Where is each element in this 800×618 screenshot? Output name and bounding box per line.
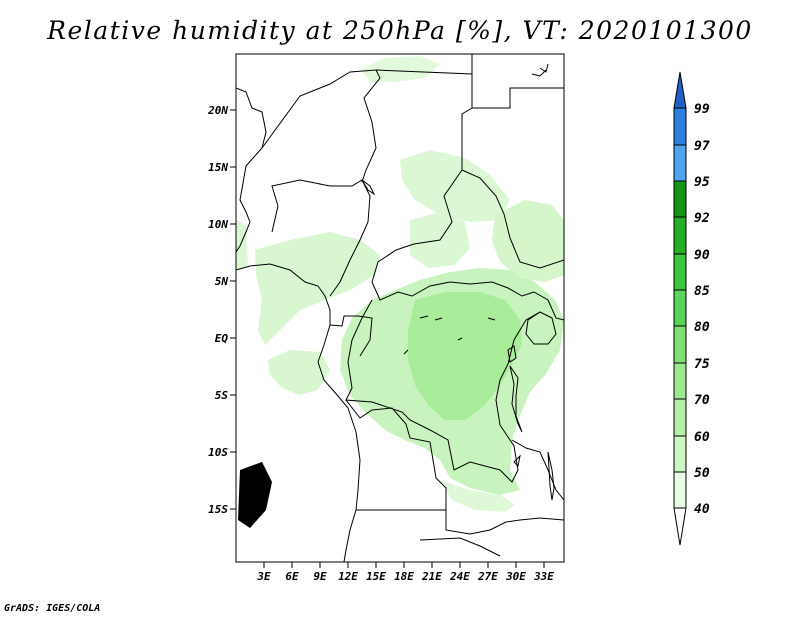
lat-label: 10S — [208, 446, 228, 459]
lat-label: EQ — [215, 332, 229, 345]
border-niger-chad — [261, 69, 381, 183]
lake-kivu — [507, 345, 517, 363]
humidity-region-sahara — [360, 56, 440, 82]
colorbar-labels: 40 50 60 70 75 80 85 90 92 95 97 99 — [694, 102, 710, 517]
border-tanzania-zambia — [511, 439, 564, 501]
colorbar-max-triangle — [673, 71, 687, 109]
lat-label: 5S — [215, 389, 229, 402]
colorbar-label: 40 — [694, 502, 710, 517]
humidity-region-west — [255, 232, 380, 345]
coastline-west-africa — [236, 87, 267, 253]
colorbar-label: 50 — [694, 466, 710, 481]
congo-river-marks — [403, 315, 496, 355]
lat-label: 15N — [208, 161, 228, 174]
humidity-region-northeast — [492, 200, 564, 282]
colorbar-segment — [673, 435, 687, 473]
humidity-region-westedge — [236, 220, 248, 270]
lon-label: 30E — [505, 570, 526, 583]
lon-label: 24E — [449, 570, 470, 583]
colorbar-segment — [673, 289, 687, 327]
border-angola — [345, 399, 564, 535]
lat-label: 20N — [207, 104, 228, 117]
grads-credit: GrADS: IGES/COLA — [4, 603, 101, 614]
colorbar-segment — [673, 107, 687, 146]
colorbar-segment — [673, 325, 687, 364]
lon-label: 15E — [366, 570, 386, 583]
colorbar-label: 99 — [694, 102, 710, 117]
political-borders — [236, 54, 564, 562]
lake-tanganyika — [509, 365, 523, 433]
lat-label: 15S — [208, 503, 228, 516]
colorbar-label: 90 — [694, 248, 710, 263]
lake-chad — [361, 179, 376, 196]
coastline-gulf-of-guinea — [236, 263, 361, 562]
border-car — [371, 281, 535, 301]
colorbar-label: 80 — [694, 320, 710, 335]
lon-label: 27E — [477, 570, 498, 583]
humidity-region-south — [440, 480, 515, 512]
border-east — [533, 291, 564, 321]
border-gabon-congo — [329, 315, 373, 357]
colorbar-label: 97 — [694, 139, 710, 154]
lat-label: 5N — [215, 275, 229, 288]
colorbar-min-triangle — [673, 507, 687, 546]
lon-label: 21E — [421, 570, 442, 583]
colorbar-segment — [673, 180, 687, 218]
lon-label: 18E — [394, 570, 414, 583]
humidity-region-southwest — [238, 462, 272, 528]
border-libya-egypt — [471, 54, 564, 109]
lon-label: 3E — [256, 570, 271, 583]
latitude-axis: 20N 15N 10N 5N EQ 5S 10S 15S — [207, 104, 236, 516]
colorbar-segment — [673, 216, 687, 255]
border-namibia — [356, 509, 501, 557]
lon-label: 12E — [338, 570, 358, 583]
colorbar-label: 95 — [694, 175, 710, 190]
colorbar-segment — [673, 253, 687, 291]
colorbar-segment — [673, 471, 687, 509]
colorbar-label: 92 — [694, 211, 710, 226]
colorbar-segment — [673, 398, 687, 437]
border-drc — [345, 299, 541, 483]
humidity-region-coast — [268, 350, 330, 395]
colorbar-label: 85 — [694, 284, 710, 299]
lake-malawi — [547, 451, 555, 501]
border-sudan-south — [461, 169, 564, 269]
map-frame — [235, 53, 565, 563]
lon-label: 9E — [313, 570, 327, 583]
lat-label: 10N — [208, 218, 228, 231]
colorbar-label: 60 — [694, 430, 710, 445]
colorbar-segment — [673, 144, 687, 182]
colorbar-label: 70 — [694, 393, 710, 408]
chart-title: Relative humidity at 250hPa [%], VT: 202… — [47, 16, 753, 45]
lon-label: 33E — [533, 570, 554, 583]
red-sea-coast — [531, 63, 549, 77]
lake-victoria — [525, 311, 557, 345]
lon-label: 6E — [285, 570, 299, 583]
longitude-axis: 3E 6E 9E 12E 15E 18E 21E 24E 27E 30E 33E — [256, 562, 554, 583]
colorbar-segment — [673, 362, 687, 400]
humidity-region-north — [400, 150, 510, 222]
colorbar — [673, 71, 687, 546]
lake-mweru — [513, 454, 521, 468]
humidity-region-core — [408, 292, 522, 420]
colorbar-label: 75 — [694, 357, 710, 372]
